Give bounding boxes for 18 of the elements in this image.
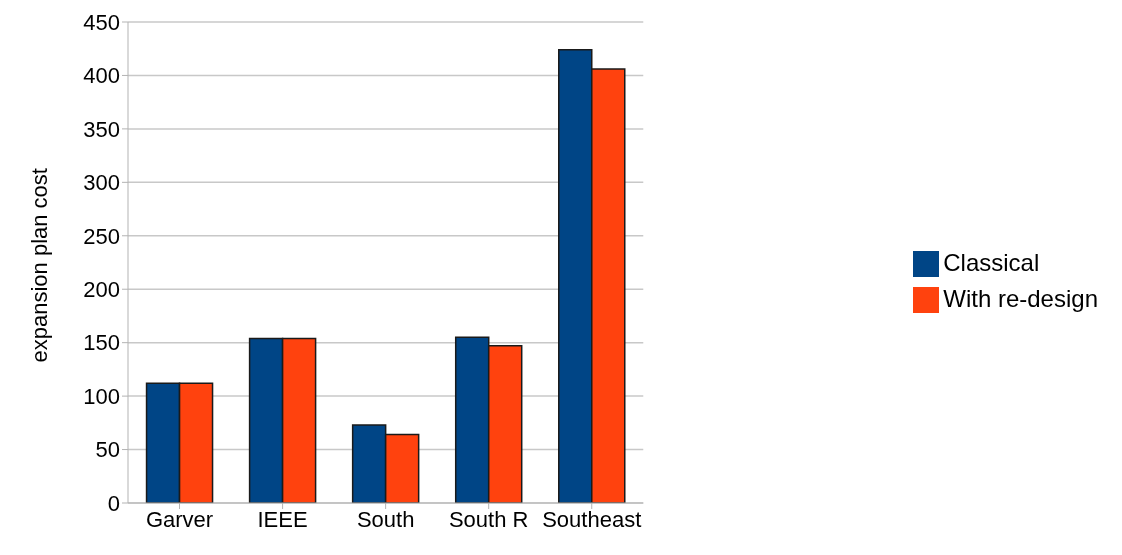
y-tick-label: 0 — [107, 490, 120, 516]
y-tick-label: 50 — [95, 437, 120, 463]
legend-label: With re-design — [943, 284, 1098, 312]
x-tick-label: Garver — [145, 506, 214, 532]
x-tick-label: South R — [448, 506, 529, 532]
y-tick-label: 400 — [83, 63, 120, 89]
x-tick-label: South — [356, 506, 415, 532]
y-tick-label: 450 — [83, 9, 120, 35]
y-tick-label: 200 — [83, 277, 120, 303]
y-tick-label: 150 — [83, 330, 120, 356]
x-tick-label: IEEE — [257, 506, 308, 532]
y-axis-title: expansion plan cost — [26, 168, 52, 363]
y-tick-label: 300 — [83, 170, 120, 196]
y-tick-label: 100 — [83, 383, 120, 409]
y-tick-label: 250 — [83, 223, 120, 249]
y-tick-label: 350 — [83, 116, 120, 142]
x-tick-label: Southeast — [542, 506, 642, 532]
legend-label: Classical — [943, 248, 1040, 276]
